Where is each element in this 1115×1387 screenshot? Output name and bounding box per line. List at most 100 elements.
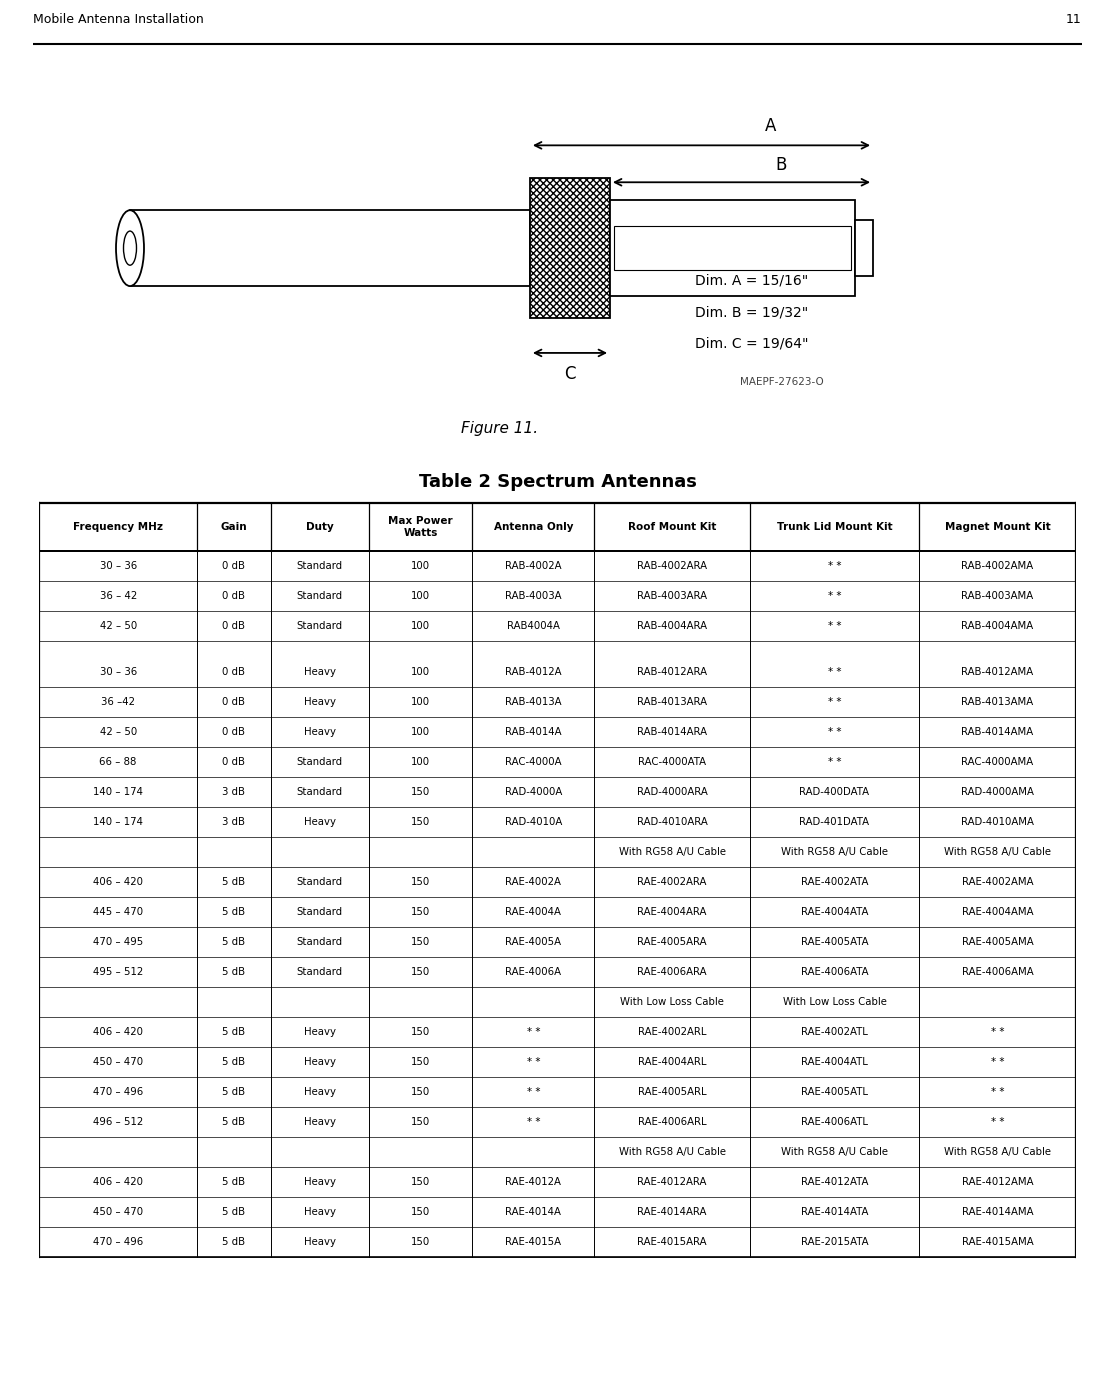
Text: RAE-4014A: RAE-4014A bbox=[505, 1207, 561, 1216]
Text: 150: 150 bbox=[410, 817, 430, 827]
Text: Frequency MHz: Frequency MHz bbox=[74, 522, 163, 533]
Text: RAE-4012A: RAE-4012A bbox=[505, 1176, 561, 1186]
Text: Trunk Lid Mount Kit: Trunk Lid Mount Kit bbox=[777, 522, 892, 533]
Text: RAE-4006ARA: RAE-4006ARA bbox=[638, 967, 707, 976]
Text: Heavy: Heavy bbox=[303, 817, 336, 827]
Text: RAE-4002AMA: RAE-4002AMA bbox=[961, 877, 1034, 886]
Text: 0 dB: 0 dB bbox=[222, 727, 245, 736]
Text: Heavy: Heavy bbox=[303, 1176, 336, 1186]
Text: RAE-4006ARL: RAE-4006ARL bbox=[638, 1117, 707, 1126]
Text: 0 dB: 0 dB bbox=[222, 696, 245, 707]
Text: 100: 100 bbox=[411, 757, 430, 767]
Text: With Low Loss Cable: With Low Loss Cable bbox=[783, 997, 886, 1007]
Text: 100: 100 bbox=[411, 727, 430, 736]
Text: With RG58 A/U Cable: With RG58 A/U Cable bbox=[619, 847, 726, 857]
Ellipse shape bbox=[124, 232, 136, 265]
Text: RAE-4002ATL: RAE-4002ATL bbox=[801, 1026, 867, 1036]
Text: RAB-4014A: RAB-4014A bbox=[505, 727, 562, 736]
Ellipse shape bbox=[116, 211, 144, 286]
Text: RAC-4000ATA: RAC-4000ATA bbox=[638, 757, 706, 767]
Text: * *: * * bbox=[991, 1086, 1005, 1097]
Text: Roof Mount Kit: Roof Mount Kit bbox=[628, 522, 716, 533]
Text: 100: 100 bbox=[411, 560, 430, 570]
Text: 5 dB: 5 dB bbox=[222, 1026, 245, 1036]
Text: Standard: Standard bbox=[297, 907, 342, 917]
Text: 5 dB: 5 dB bbox=[222, 1176, 245, 1186]
Text: Duty: Duty bbox=[306, 522, 333, 533]
Text: 445 – 470: 445 – 470 bbox=[93, 907, 143, 917]
Text: Heavy: Heavy bbox=[303, 1057, 336, 1067]
Text: Dim. A = 15/16": Dim. A = 15/16" bbox=[695, 273, 808, 287]
Text: Figure 11.: Figure 11. bbox=[462, 420, 539, 436]
Text: RAD-4010A: RAD-4010A bbox=[505, 817, 562, 827]
Text: RAE-4015ARA: RAE-4015ARA bbox=[638, 1237, 707, 1247]
Text: 0 dB: 0 dB bbox=[222, 620, 245, 631]
Text: 5 dB: 5 dB bbox=[222, 1117, 245, 1126]
Text: RAD-401DATA: RAD-401DATA bbox=[799, 817, 870, 827]
Text: 100: 100 bbox=[411, 667, 430, 677]
Text: Standard: Standard bbox=[297, 591, 342, 601]
Bar bbox=[614, 226, 851, 270]
Text: RAE-4014ARA: RAE-4014ARA bbox=[638, 1207, 707, 1216]
Text: RAB-4003ARA: RAB-4003ARA bbox=[637, 591, 707, 601]
Text: 5 dB: 5 dB bbox=[222, 967, 245, 976]
Text: RAE-4002ATA: RAE-4002ATA bbox=[801, 877, 869, 886]
Text: RAE-4006A: RAE-4006A bbox=[505, 967, 561, 976]
Text: RAE-4004ATL: RAE-4004ATL bbox=[801, 1057, 867, 1067]
Text: * *: * * bbox=[827, 560, 841, 570]
Text: 450 – 470: 450 – 470 bbox=[93, 1057, 143, 1067]
Bar bbox=[130, 211, 530, 286]
Text: With RG58 A/U Cable: With RG58 A/U Cable bbox=[944, 1147, 1051, 1157]
Text: RAD-4010ARA: RAD-4010ARA bbox=[637, 817, 707, 827]
Text: RAE-4004A: RAE-4004A bbox=[505, 907, 561, 917]
Text: RAE-4005A: RAE-4005A bbox=[505, 936, 561, 947]
Text: RAB-4004ARA: RAB-4004ARA bbox=[637, 620, 707, 631]
Text: RAE-4004ATA: RAE-4004ATA bbox=[801, 907, 869, 917]
Text: 150: 150 bbox=[410, 1026, 430, 1036]
Text: 150: 150 bbox=[410, 1237, 430, 1247]
Text: * *: * * bbox=[827, 667, 841, 677]
Text: RAE-4012ATA: RAE-4012ATA bbox=[801, 1176, 869, 1186]
Text: Heavy: Heavy bbox=[303, 696, 336, 707]
Text: With RG58 A/U Cable: With RG58 A/U Cable bbox=[944, 847, 1051, 857]
Text: 0 dB: 0 dB bbox=[222, 757, 245, 767]
Text: RAE-4004ARL: RAE-4004ARL bbox=[638, 1057, 706, 1067]
Text: RAE-4015AMA: RAE-4015AMA bbox=[961, 1237, 1034, 1247]
Text: * *: * * bbox=[827, 591, 841, 601]
Text: A: A bbox=[765, 118, 776, 136]
Bar bbox=[610, 200, 855, 295]
Text: RAB-4004AMA: RAB-4004AMA bbox=[961, 620, 1034, 631]
Text: With RG58 A/U Cable: With RG58 A/U Cable bbox=[780, 1147, 888, 1157]
Text: RAE-4006AMA: RAE-4006AMA bbox=[961, 967, 1034, 976]
Text: Heavy: Heavy bbox=[303, 1237, 336, 1247]
Text: 450 – 470: 450 – 470 bbox=[93, 1207, 143, 1216]
Text: RAE-4006ATA: RAE-4006ATA bbox=[801, 967, 869, 976]
Text: B: B bbox=[775, 157, 787, 175]
Text: 0 dB: 0 dB bbox=[222, 560, 245, 570]
Text: 11: 11 bbox=[1066, 14, 1082, 26]
Text: 5 dB: 5 dB bbox=[222, 877, 245, 886]
Text: 150: 150 bbox=[410, 1057, 430, 1067]
Bar bbox=[39, 503, 1076, 551]
Text: RAB-4012AMA: RAB-4012AMA bbox=[961, 667, 1034, 677]
Text: Antenna Only: Antenna Only bbox=[494, 522, 573, 533]
Text: RAB-4014ARA: RAB-4014ARA bbox=[637, 727, 707, 736]
Text: RAB-4014AMA: RAB-4014AMA bbox=[961, 727, 1034, 736]
Text: RAE-4006ATL: RAE-4006ATL bbox=[801, 1117, 867, 1126]
Text: 406 – 420: 406 – 420 bbox=[94, 1176, 143, 1186]
Text: 36 –42: 36 –42 bbox=[101, 696, 135, 707]
Text: RAC-4000A: RAC-4000A bbox=[505, 757, 562, 767]
Text: Magnet Mount Kit: Magnet Mount Kit bbox=[944, 522, 1050, 533]
Text: * *: * * bbox=[526, 1117, 540, 1126]
Text: 0 dB: 0 dB bbox=[222, 591, 245, 601]
Text: RAE-4012AMA: RAE-4012AMA bbox=[961, 1176, 1034, 1186]
Bar bbox=[530, 179, 610, 318]
Text: Standard: Standard bbox=[297, 620, 342, 631]
Text: * *: * * bbox=[526, 1086, 540, 1097]
Text: * *: * * bbox=[827, 620, 841, 631]
Text: RAD-400DATA: RAD-400DATA bbox=[799, 786, 870, 796]
Text: RAE-2015ATA: RAE-2015ATA bbox=[801, 1237, 869, 1247]
Text: 406 – 420: 406 – 420 bbox=[94, 1026, 143, 1036]
Text: With Low Loss Cable: With Low Loss Cable bbox=[620, 997, 724, 1007]
Text: * *: * * bbox=[526, 1026, 540, 1036]
